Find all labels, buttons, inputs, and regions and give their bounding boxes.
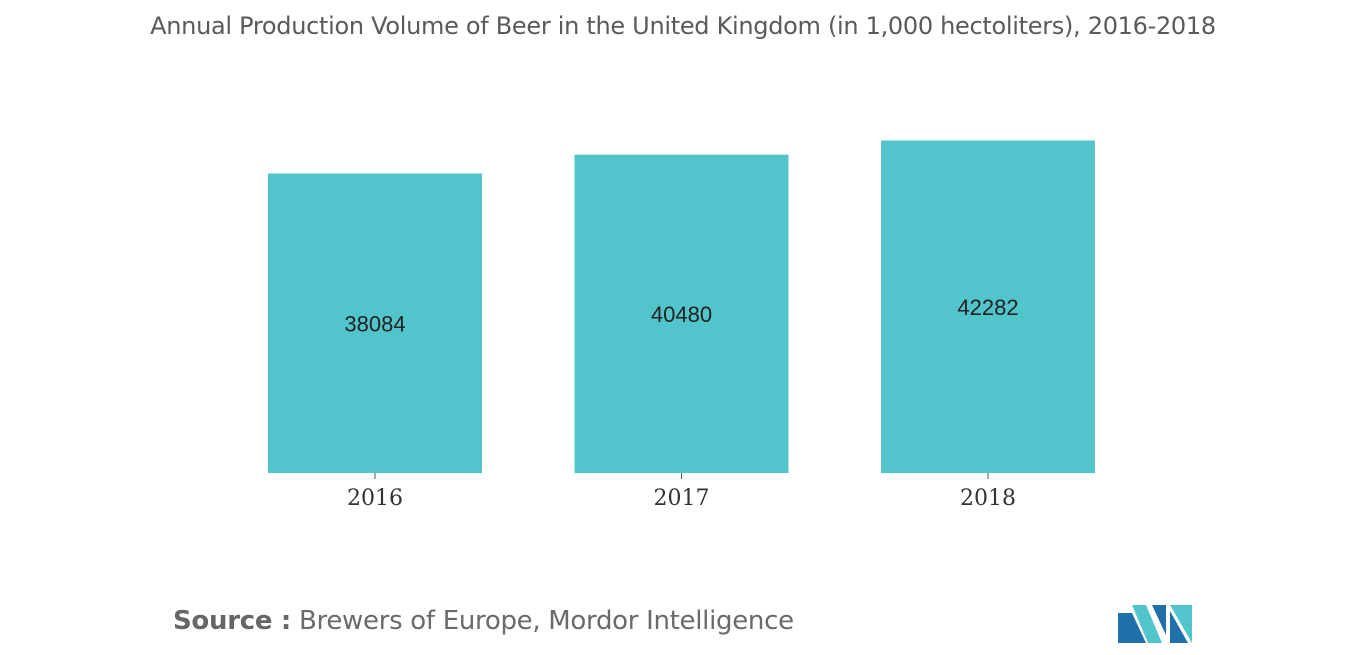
logo-shape-mid2 bbox=[1152, 605, 1166, 635]
mordor-intelligence-logo-icon bbox=[1118, 605, 1192, 643]
bar-chart: 38084 40480 42282 2016 2017 2018 bbox=[268, 140, 1095, 511]
bar-2016 bbox=[268, 173, 482, 473]
logo-shape-right bbox=[1170, 605, 1192, 643]
x-tick-label-2018: 2018 bbox=[960, 486, 1016, 511]
bars-layer bbox=[268, 140, 1095, 474]
x-tick-label-2016: 2016 bbox=[347, 486, 403, 511]
data-label-2016: 38084 bbox=[344, 311, 405, 336]
source-text: Brewers of Europe, Mordor Intelligence bbox=[291, 606, 794, 636]
data-labels-layer: 38084 40480 42282 bbox=[344, 295, 1018, 337]
logo-shape-left bbox=[1118, 613, 1146, 643]
bar-2018 bbox=[881, 140, 1095, 474]
x-axis-layer: 2016 2017 2018 bbox=[347, 473, 1016, 511]
source-note: Source : Brewers of Europe, Mordor Intel… bbox=[173, 606, 794, 636]
logo-shape-right2 bbox=[1170, 611, 1188, 643]
data-label-2018: 42282 bbox=[957, 295, 1018, 320]
x-tick-label-2017: 2017 bbox=[654, 486, 710, 511]
logo-shape-mid bbox=[1132, 605, 1162, 643]
chart-title: Annual Production Volume of Beer in the … bbox=[150, 12, 1216, 40]
data-label-2017: 40480 bbox=[651, 302, 712, 327]
source-label: Source : bbox=[173, 606, 292, 636]
bar-2017 bbox=[574, 154, 789, 473]
